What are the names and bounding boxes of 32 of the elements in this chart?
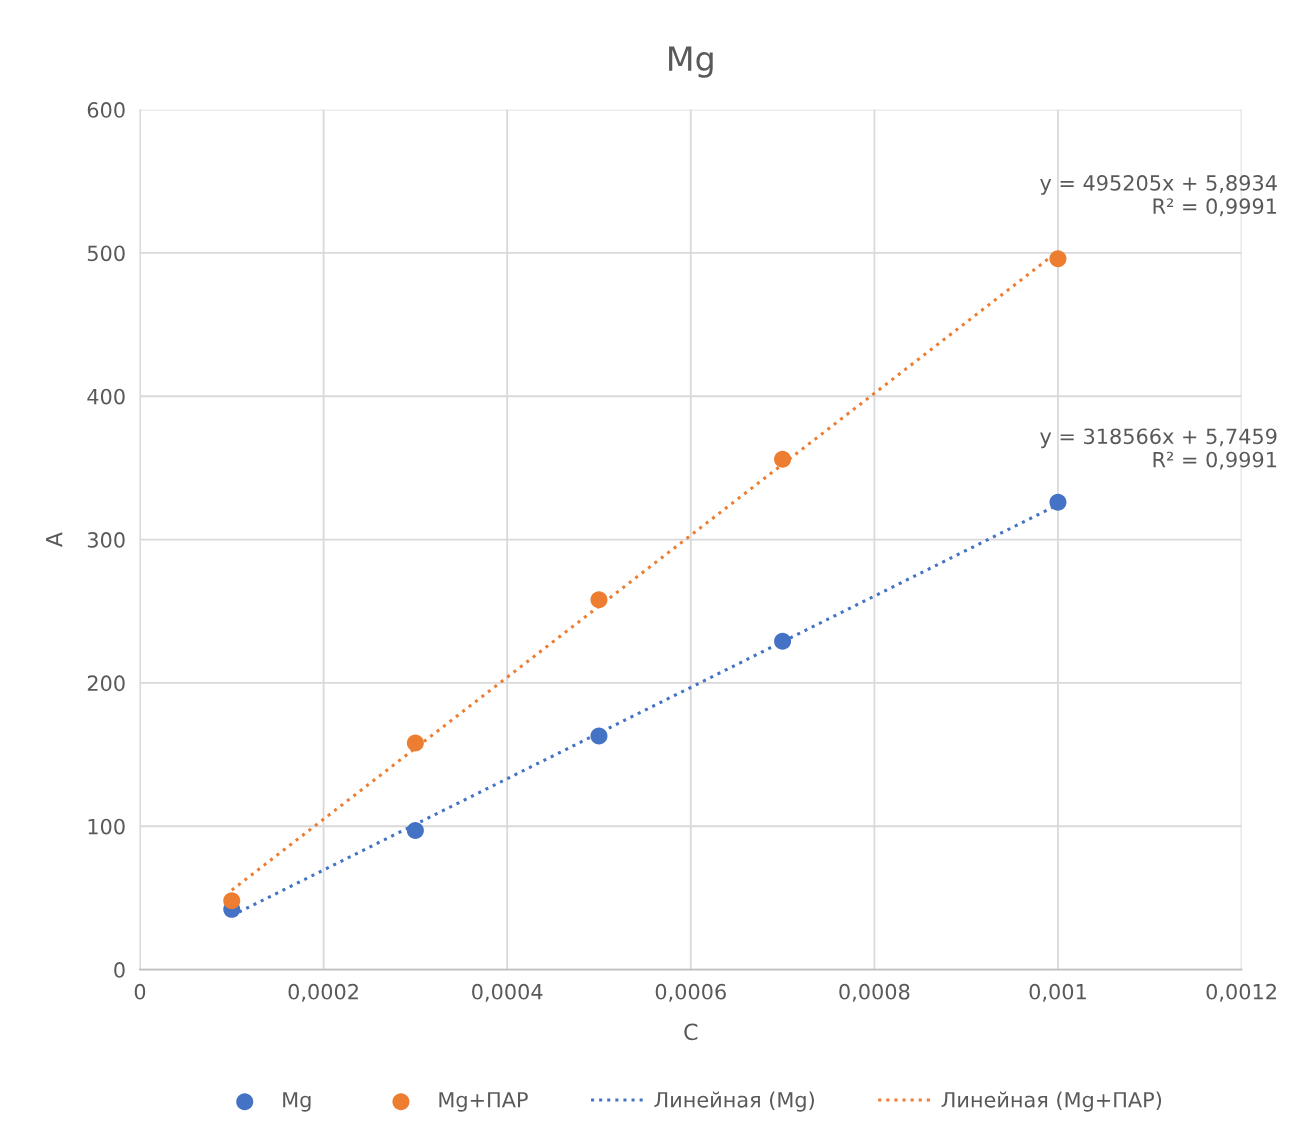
y-axis-title: A: [46, 532, 63, 548]
chart-title: Mg: [669, 46, 713, 78]
legend-label: Mg+ПАР: [439, 1092, 528, 1112]
point: [590, 727, 608, 745]
legend-label: Линейная (Mg): [654, 1091, 814, 1112]
legend-label: Mg: [283, 1092, 311, 1112]
x-tick-label: 0,0002: [288, 983, 358, 1002]
point: [406, 734, 424, 752]
y-tick-label: 600: [87, 102, 125, 118]
point: [774, 632, 792, 650]
point: [590, 591, 608, 609]
y-tick-label: 0: [114, 962, 125, 978]
x-tick-label: 0,0012: [1206, 983, 1276, 1002]
y-tick-label: 200: [87, 675, 125, 692]
annotation: y = 495205x + 5,8934 R² = 0,9991: [1040, 175, 1277, 217]
annotation: y = 318566x + 5,7459 R² = 0,9991: [1040, 428, 1277, 470]
point: [406, 822, 424, 840]
y-tick-label: 300: [87, 532, 125, 548]
point: [223, 892, 241, 910]
y-tick-label: 100: [88, 818, 125, 835]
x-tick-label: 0,001: [1029, 983, 1086, 1002]
x-tick-label: 0,0008: [839, 983, 910, 1002]
x-tick-label: 0,0004: [472, 983, 543, 1002]
point: [774, 450, 792, 468]
x-tick-label: 0,0006: [655, 983, 726, 1002]
point: [1049, 250, 1067, 268]
legend-label: Линейная (Mg+ПАР): [941, 1091, 1162, 1112]
x-axis-title: C: [684, 1023, 698, 1041]
y-tick-label: 500: [87, 245, 125, 262]
point: [1049, 493, 1067, 511]
x-tick-label: 0: [134, 983, 146, 1000]
y-tick-label: 400: [87, 388, 125, 405]
